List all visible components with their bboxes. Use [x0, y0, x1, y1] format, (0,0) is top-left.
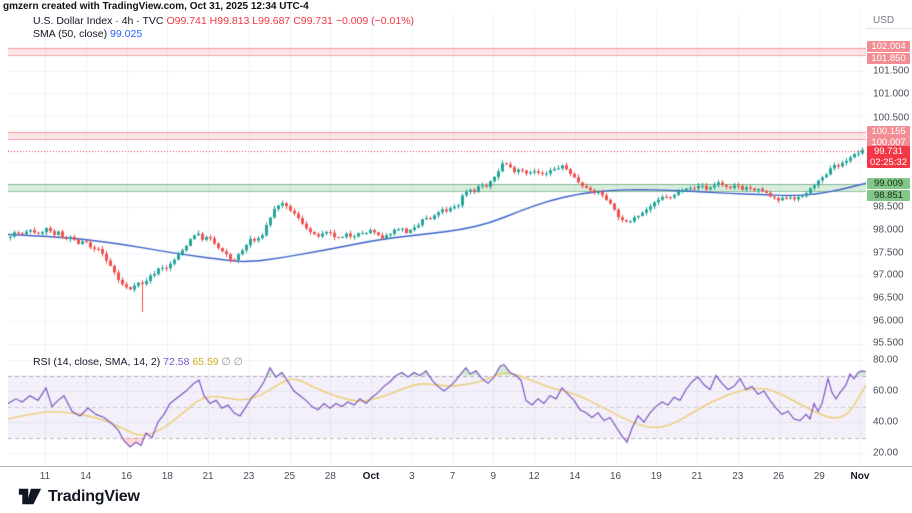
price-tick-label: 96.500 [873, 292, 904, 304]
price-axis[interactable]: USD 101.500 101.000 100.500 98.500 98.000 97.… [866, 12, 912, 466]
time-tick-label: 16 [120, 471, 133, 482]
price-tick-label: 97.000 [873, 269, 904, 281]
price-tick-label: 101.000 [873, 88, 910, 100]
price-tick-label: 96.000 [873, 315, 904, 327]
ohlc-high: H99.813 [209, 15, 250, 27]
tradingview-logo[interactable]: TradingView [18, 487, 140, 506]
price-zone-badge: 102.004 [867, 41, 910, 52]
sma-label: SMA (50, close) [33, 28, 108, 40]
time-tick-label: 14 [569, 471, 581, 482]
rsi-label: RSI (14, close, SMA, 14, 2) [33, 356, 161, 368]
rsi-band-values: ∅ ∅ [221, 356, 243, 368]
price-zone-badge: 100.007 [867, 137, 910, 148]
time-tick-label: 11 [39, 471, 51, 482]
sma-legend-row[interactable]: SMA (50, close) 99.025 [33, 28, 414, 41]
time-tick-label: 25 [283, 471, 296, 482]
rsi-legend[interactable]: RSI (14, close, SMA, 14, 2) 72.58 65.59 … [33, 356, 243, 368]
time-tick-label: 9 [490, 471, 497, 482]
price-tick-label: 40.00 [873, 416, 899, 428]
time-tick-label: 18 [161, 471, 173, 482]
symbol-legend-row1: U.S. Dollar Index · 4h · TVC O99.741 H99… [33, 15, 414, 28]
price-tick-label: 95.500 [873, 337, 904, 349]
time-tick-label: 21 [202, 471, 214, 482]
time-tick-label: 23 [243, 471, 255, 482]
time-tick-label: 26 [772, 471, 785, 482]
time-tick-label: 21 [691, 471, 703, 482]
currency-label: USD [866, 12, 912, 29]
bar-countdown: 02:25:32 [870, 157, 907, 168]
rsi-value: 72.58 [163, 356, 190, 368]
time-tick-label: 19 [650, 471, 662, 482]
time-tick-label: 29 [813, 471, 825, 482]
time-tick-label: 14 [80, 471, 92, 482]
price-tick-label: 98.500 [873, 201, 904, 213]
price-zone-badge: 98.851 [867, 189, 910, 201]
time-tick-label: 3 [409, 471, 415, 482]
rsi-signal-value: 65.59 [192, 356, 219, 368]
time-axis[interactable]: 11 14 16 18 21 23 25 28 Oct 3 7 9 12 14 16 19 21 23 26 29 No… [0, 466, 912, 487]
last-price-badge: 99.731 02:25:32 [867, 146, 910, 168]
price-zone-badge: 100.155 [867, 125, 910, 137]
time-tick-label: Nov [850, 471, 870, 482]
change-value: −0.009 (−0.01%) [335, 15, 415, 27]
symbol-title[interactable]: U.S. Dollar Index · 4h · TVC [33, 15, 164, 27]
price-tick-label: 98.000 [873, 224, 904, 236]
price-tick-label: 60.00 [873, 385, 899, 397]
tradingview-logo-icon [18, 488, 42, 505]
time-tick-label: 16 [609, 471, 622, 482]
price-tick-label: 97.500 [873, 247, 904, 258]
price-zone-badge: 99.009 [867, 178, 910, 189]
time-tick-label: 7 [449, 471, 456, 482]
price-zone-badge: 101.850 [867, 52, 910, 64]
price-tick-label: 80.00 [873, 354, 899, 366]
price-tick-label: 101.500 [873, 65, 910, 77]
ohlc-open: O99.741 [166, 15, 207, 27]
time-tick-label: 23 [732, 471, 744, 482]
symbol-legend[interactable]: U.S. Dollar Index · 4h · TVC O99.741 H99… [33, 15, 414, 41]
price-tick-label: 20.00 [873, 447, 899, 459]
time-tick-label: Oct [362, 471, 380, 482]
price-tick-label: 100.500 [873, 112, 910, 124]
creation-watermark: gmzern created with TradingView.com, Oct… [3, 1, 309, 12]
time-tick-label: 12 [528, 471, 540, 482]
main-chart-canvas[interactable] [8, 12, 866, 466]
ohlc-close: C99.731 [293, 15, 333, 27]
sma-value: 99.025 [110, 28, 143, 40]
tradingview-logo-text: TradingView [48, 487, 140, 505]
time-tick-label: 28 [324, 471, 336, 482]
last-price-value: 99.731 [873, 146, 904, 157]
ohlc-low: L99.687 [252, 15, 291, 27]
